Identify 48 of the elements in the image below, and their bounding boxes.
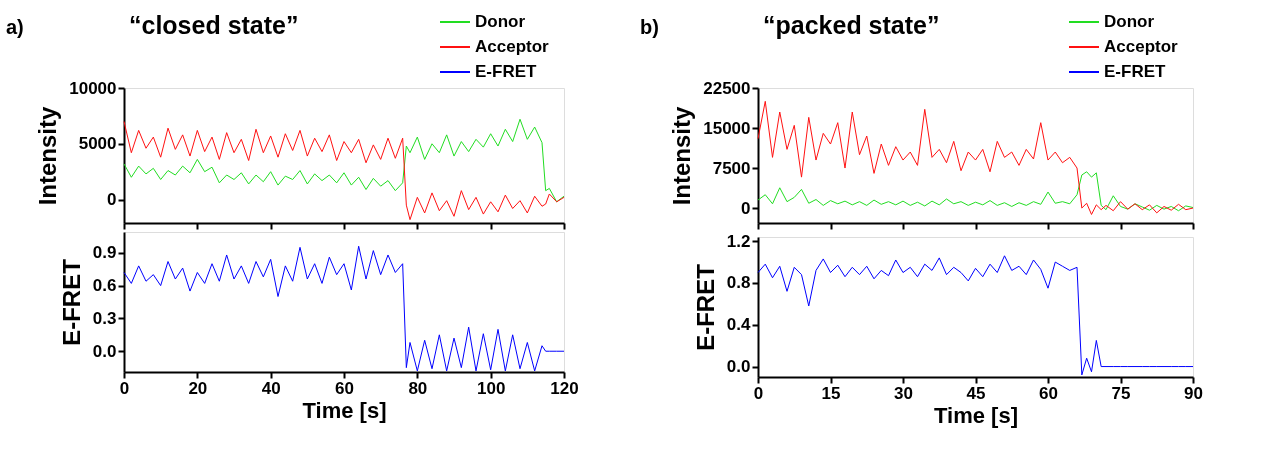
line-series <box>757 171 1194 212</box>
y-tick-label: 0 <box>741 198 751 218</box>
y-tick-label: 15000 <box>703 118 751 138</box>
y-tick-label: 0.0 <box>92 341 117 361</box>
line-series <box>757 100 1194 215</box>
y-tick-label: 1.2 <box>726 231 751 251</box>
y-tick-label: 0.0 <box>726 357 751 377</box>
y-tick-label: 10000 <box>69 78 117 98</box>
x-tick-label: 0 <box>119 378 130 398</box>
legend-label: E-FRET <box>475 62 537 81</box>
legend-label: Acceptor <box>475 37 550 56</box>
y-axis-title: E-FRET <box>57 258 85 346</box>
chart-title: “packed state” <box>763 11 940 39</box>
x-tick-label: 80 <box>408 378 428 398</box>
y-axis-title: Intensity <box>668 106 696 206</box>
y-tick-label: 0.8 <box>726 273 751 293</box>
x-tick-label: 40 <box>261 378 281 398</box>
chart-title: “closed state” <box>129 11 299 39</box>
x-axis-title: Time [s] <box>302 397 387 423</box>
y-axis-title: Intensity <box>34 106 62 206</box>
y-tick-label: 7500 <box>712 158 751 178</box>
x-tick-label: 90 <box>1184 383 1203 403</box>
line-series <box>123 118 565 203</box>
y-tick-label: 5000 <box>78 134 117 154</box>
x-tick-label: 45 <box>966 383 986 403</box>
x-axis-title: Time [s] <box>934 402 1018 428</box>
x-tick-label: 60 <box>335 378 354 398</box>
y-tick-label: 0.9 <box>92 243 117 263</box>
legend-label: E-FRET <box>1104 62 1166 81</box>
x-tick-label: 30 <box>894 383 913 403</box>
y-tick-label: 0.6 <box>92 276 117 296</box>
legend-label: Acceptor <box>1104 37 1179 56</box>
legend-label: Donor <box>475 12 526 31</box>
x-tick-label: 20 <box>188 378 208 398</box>
x-tick-label: 75 <box>1111 383 1131 403</box>
x-tick-label: 15 <box>821 383 841 403</box>
y-axis-title: E-FRET <box>691 263 719 351</box>
text: b) <box>640 16 659 38</box>
line-series <box>123 120 565 221</box>
x-tick-label: 120 <box>550 378 579 398</box>
y-tick-label: 0.4 <box>726 315 752 335</box>
legend-label: Donor <box>1104 12 1155 31</box>
x-tick-label: 100 <box>476 378 506 398</box>
x-tick-label: 60 <box>1039 383 1058 403</box>
y-tick-label: 0 <box>107 190 117 210</box>
text: a) <box>6 16 24 38</box>
y-tick-label: 22500 <box>703 78 751 98</box>
y-tick-label: 0.3 <box>92 308 117 328</box>
